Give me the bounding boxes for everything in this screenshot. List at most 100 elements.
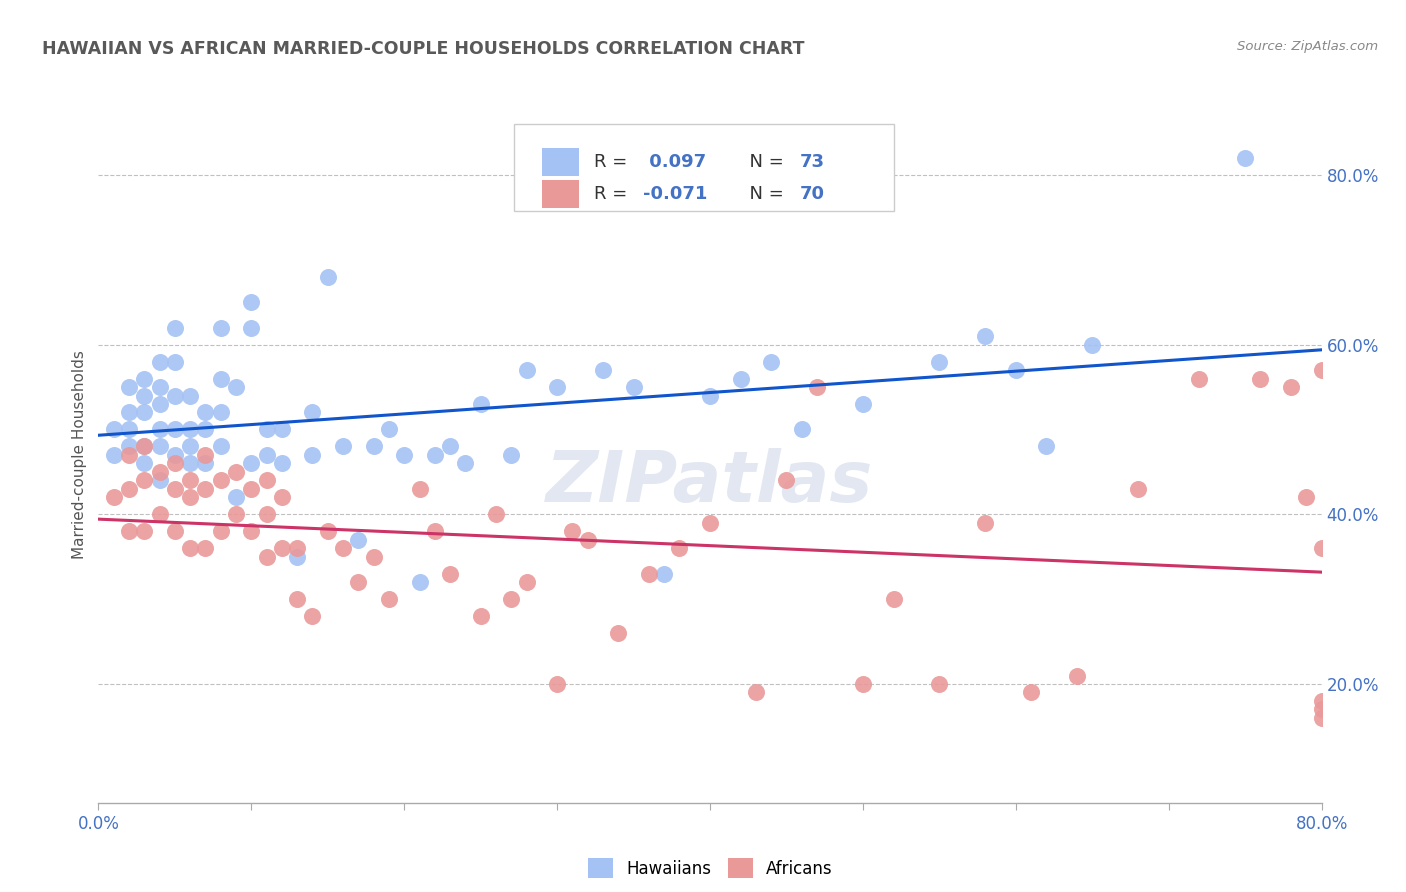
Point — [1035, 439, 1057, 453]
Point — [103, 491, 125, 505]
Point — [1128, 482, 1150, 496]
Point — [546, 380, 568, 394]
Point — [501, 592, 523, 607]
Text: ZIPatlas: ZIPatlas — [547, 449, 873, 517]
Point — [256, 508, 278, 522]
Point — [576, 533, 599, 547]
Point — [1019, 685, 1042, 699]
Point — [149, 439, 172, 453]
Point — [668, 541, 690, 556]
Text: 0.097: 0.097 — [643, 153, 706, 171]
Point — [179, 422, 201, 436]
Point — [408, 575, 430, 590]
Point — [363, 549, 385, 564]
Point — [652, 566, 675, 581]
Point — [149, 422, 172, 436]
Point — [1310, 702, 1333, 716]
Point — [209, 405, 232, 419]
Point — [194, 482, 217, 496]
Point — [134, 405, 156, 419]
Point — [194, 457, 217, 471]
Text: R =: R = — [593, 185, 633, 203]
Point — [285, 592, 308, 607]
Point — [285, 549, 308, 564]
Point — [316, 269, 339, 284]
Point — [759, 354, 782, 368]
Text: 73: 73 — [800, 153, 824, 171]
Point — [270, 491, 292, 505]
Point — [194, 405, 217, 419]
Text: Source: ZipAtlas.com: Source: ZipAtlas.com — [1237, 40, 1378, 54]
Point — [149, 380, 172, 394]
Point — [225, 465, 247, 479]
Point — [118, 380, 141, 394]
Point — [149, 474, 172, 488]
Text: R =: R = — [593, 153, 633, 171]
Point — [163, 388, 186, 402]
Point — [209, 320, 232, 334]
Point — [194, 422, 217, 436]
Point — [301, 448, 323, 462]
Point — [103, 422, 125, 436]
Point — [270, 457, 292, 471]
Point — [179, 388, 201, 402]
Point — [134, 388, 156, 402]
Point — [775, 474, 797, 488]
Point — [163, 320, 186, 334]
Point — [745, 685, 768, 699]
Point — [256, 448, 278, 462]
Point — [423, 524, 446, 539]
Point — [974, 329, 997, 343]
Point — [225, 380, 247, 394]
Point — [256, 422, 278, 436]
Point — [134, 439, 156, 453]
Point — [240, 295, 263, 310]
Point — [623, 380, 645, 394]
Point — [163, 422, 186, 436]
Point — [1310, 363, 1333, 377]
Text: N =: N = — [738, 153, 790, 171]
Point — [163, 354, 186, 368]
Point — [1310, 711, 1333, 725]
Point — [423, 448, 446, 462]
Point — [240, 320, 263, 334]
Point — [347, 575, 370, 590]
Point — [134, 474, 156, 488]
Point — [225, 491, 247, 505]
Point — [516, 363, 538, 377]
Text: HAWAIIAN VS AFRICAN MARRIED-COUPLE HOUSEHOLDS CORRELATION CHART: HAWAIIAN VS AFRICAN MARRIED-COUPLE HOUSE… — [42, 40, 804, 58]
Point — [1234, 151, 1257, 165]
Point — [806, 380, 828, 394]
Text: -0.071: -0.071 — [643, 185, 707, 203]
Point — [378, 592, 401, 607]
Text: 70: 70 — [800, 185, 824, 203]
Point — [790, 422, 813, 436]
Point — [179, 474, 201, 488]
Point — [332, 439, 354, 453]
Point — [454, 457, 477, 471]
Point — [163, 482, 186, 496]
Point — [209, 371, 232, 385]
Legend: Hawaiians, Africans: Hawaiians, Africans — [581, 851, 839, 885]
Point — [730, 371, 752, 385]
Point — [240, 524, 263, 539]
Point — [103, 448, 125, 462]
Point — [347, 533, 370, 547]
Point — [240, 482, 263, 496]
Point — [118, 405, 141, 419]
Point — [163, 448, 186, 462]
Point — [134, 371, 156, 385]
Point — [225, 508, 247, 522]
Point — [163, 457, 186, 471]
Point — [470, 397, 492, 411]
Point — [699, 516, 721, 530]
Point — [1004, 363, 1026, 377]
Point — [408, 482, 430, 496]
Point — [363, 439, 385, 453]
Point — [118, 448, 141, 462]
Point — [485, 508, 508, 522]
Point — [256, 474, 278, 488]
Point — [209, 474, 232, 488]
Point — [1310, 541, 1333, 556]
Point — [179, 439, 201, 453]
